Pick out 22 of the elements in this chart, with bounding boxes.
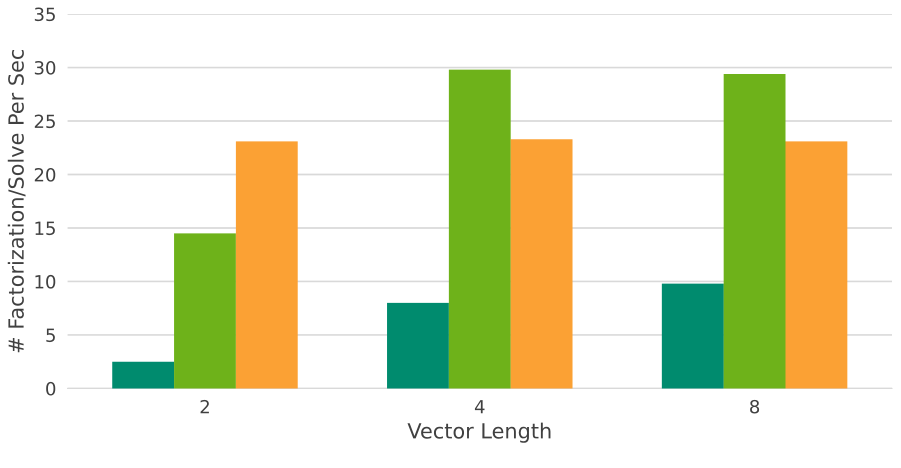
y-axis-title: # Factorization/Solve Per Sec [8, 50, 26, 352]
x-tick-label: 8 [750, 400, 760, 414]
bar [448, 70, 511, 388]
bar [387, 302, 449, 388]
y-tick-label: 10 [35, 274, 56, 289]
x-axis-title: Vector Length [408, 422, 550, 443]
bar [786, 141, 848, 388]
y-tick-label: 25 [34, 114, 55, 128]
x-tick-label: 2 [200, 400, 209, 414]
x-tick-label: 4 [474, 400, 485, 414]
y-tick-label: 5 [46, 328, 55, 342]
bar [662, 284, 724, 388]
y-tick-label: 0 [46, 382, 56, 396]
bar [112, 362, 174, 388]
y-tick-label: 35 [34, 8, 55, 22]
y-tick-label: 15 [35, 222, 55, 236]
bar [510, 139, 573, 388]
bar [236, 141, 298, 388]
y-tick-label: 20 [34, 168, 56, 182]
bar [724, 74, 786, 388]
bar [174, 233, 236, 388]
y-tick-label: 30 [34, 60, 56, 75]
